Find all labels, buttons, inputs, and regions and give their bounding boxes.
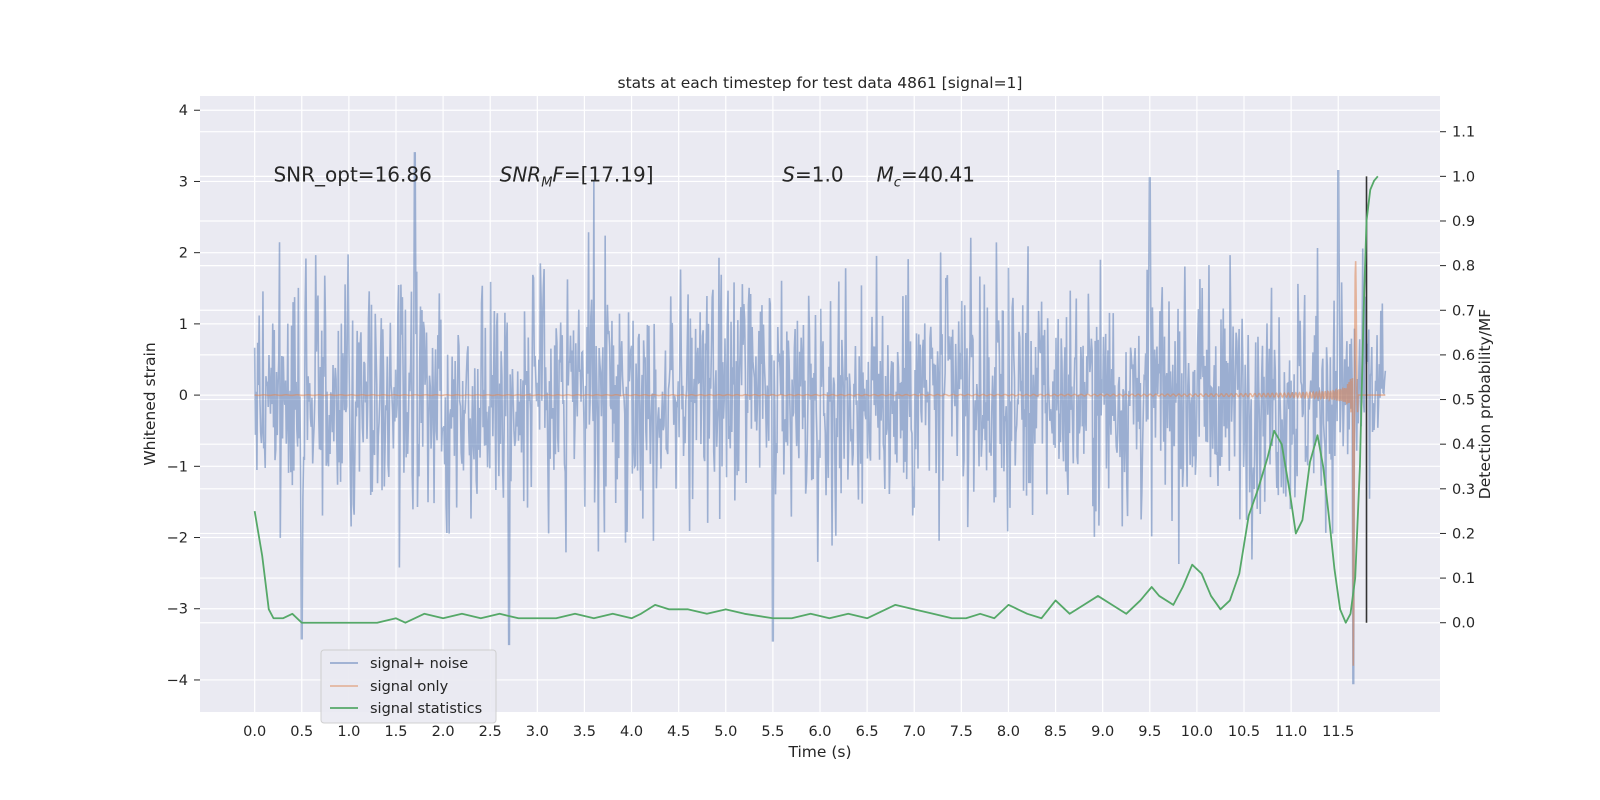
legend-label-signal-only: signal only (370, 679, 449, 695)
legend-label-signal-statistics: signal statistics (370, 701, 482, 717)
y-tick-label: −4 (167, 673, 188, 689)
x-tick-label: 3.5 (573, 724, 596, 740)
y-tick-label: 3 (179, 174, 188, 190)
y-tick-label: 1 (179, 317, 188, 333)
y-tick-label-right: 0.9 (1452, 214, 1475, 230)
x-tick-label: 6.0 (808, 724, 831, 740)
x-tick-label: 11.0 (1275, 724, 1307, 740)
y-tick-label-right: 0.8 (1452, 259, 1475, 275)
legend-box (320, 649, 497, 724)
series-signal-noise (253, 152, 1387, 685)
y-tick-label-right: 0.5 (1452, 393, 1475, 409)
annotation-text: SNRMF=[17.19] (500, 162, 654, 190)
x-tick-label: 1.5 (384, 724, 407, 740)
y-axis-label-right: Detection probability/MF (1476, 309, 1494, 500)
y-tick-label: 0 (179, 388, 188, 404)
x-tick-label: 8.5 (1044, 724, 1067, 740)
y-tick-label: 2 (179, 246, 188, 262)
x-tick-label: 9.5 (1138, 724, 1161, 740)
y-tick-label-right: 0.2 (1452, 526, 1475, 542)
legend-label-signal-noise: signal+ noise (370, 656, 468, 672)
annotation-text: SNR_opt=16.86 (273, 162, 431, 186)
legend: signal+ noise signal only signal statist… (320, 649, 497, 724)
annotation-text: Mc=40.41 (877, 162, 975, 190)
x-tick-label: 4.0 (620, 724, 643, 740)
annotation-text: S=1.0 (782, 162, 843, 186)
x-tick-label: 4.5 (667, 724, 690, 740)
chart-title: stats at each timestep for test data 486… (618, 74, 1023, 92)
x-tick-label: 9.0 (1091, 724, 1114, 740)
y-tick-label-right: 0.1 (1452, 571, 1475, 587)
y-tick-label-right: 0.7 (1452, 303, 1475, 319)
y-tick-label-right: 0.6 (1452, 348, 1475, 364)
x-tick-label: 5.5 (761, 724, 784, 740)
x-tick-label: 3.0 (526, 724, 549, 740)
x-tick-label: 0.5 (290, 724, 313, 740)
x-tick-label: 1.0 (337, 724, 360, 740)
series-signal-only (254, 261, 1386, 666)
x-tick-label: 7.5 (950, 724, 973, 740)
x-tick-label: 2.0 (432, 724, 455, 740)
series-signal-statistics (253, 175, 1379, 624)
x-tick-label: 0.0 (243, 724, 266, 740)
ticks-layer: 0.0 0.5 1.0 1.5 2.0 2.5 3.0 3.5 4.0 4.5 5.0 5.5 6.0 6… (167, 103, 1475, 740)
x-tick-label: 10.0 (1181, 724, 1213, 740)
x-tick-label: 2.5 (479, 724, 502, 740)
annotations: SNR_opt=16.86 SNRMF=[17.19] S=1.0 Mc=40.41 (273, 162, 974, 190)
x-tick-label: 7.0 (903, 724, 926, 740)
y-tick-label-right: 1.1 (1452, 125, 1475, 141)
x-tick-label: 6.5 (856, 724, 879, 740)
y-tick-label-right: 0.0 (1452, 616, 1475, 632)
y-tick-label-right: 1.0 (1452, 169, 1475, 185)
y-tick-label: −2 (167, 531, 188, 547)
y-tick-label: −1 (167, 459, 188, 475)
series-layer (253, 152, 1387, 685)
y-tick-label-right: 0.4 (1452, 437, 1475, 453)
y-tick-label-right: 0.3 (1452, 482, 1475, 498)
x-axis-label: Time (s) (787, 743, 851, 761)
y-tick-label: 4 (179, 103, 188, 119)
x-tick-label: 11.5 (1322, 724, 1354, 740)
x-tick-label: 10.5 (1228, 724, 1260, 740)
x-tick-label: 5.0 (714, 724, 737, 740)
y-axis-label: Whitened strain (141, 342, 159, 465)
y-tick-label: −3 (167, 602, 188, 618)
x-tick-label: 8.0 (997, 724, 1020, 740)
